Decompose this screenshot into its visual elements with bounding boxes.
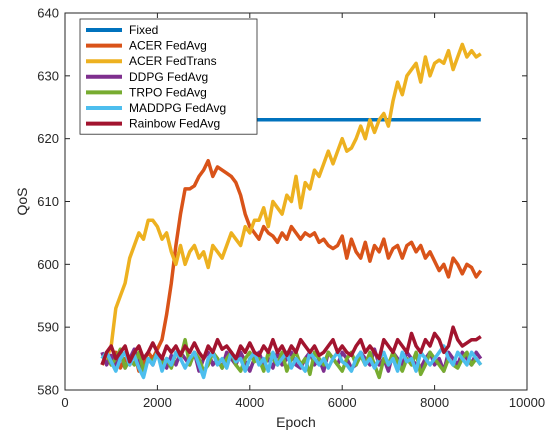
- y-axis-label: QoS: [14, 187, 30, 215]
- x-tick-label: 6000: [328, 395, 357, 410]
- y-tick-label: 630: [37, 68, 59, 83]
- legend-label-acer-fedavg: ACER FedAvg: [129, 39, 207, 53]
- y-tick-label: 600: [37, 257, 59, 272]
- y-tick-label: 640: [37, 6, 59, 21]
- y-tick-label: 620: [37, 131, 59, 146]
- series-line-rainbow-fedavg: [100, 325, 482, 366]
- x-tick-label: 4000: [235, 395, 264, 410]
- x-tick-label: 2000: [143, 395, 172, 410]
- series-line-acer-fedtrans: [100, 42, 482, 366]
- x-axis-label: Epoch: [276, 414, 316, 430]
- y-tick-label: 590: [37, 320, 59, 335]
- legend-label-rainbow-fedavg: Rainbow FedAvg: [129, 117, 220, 131]
- legend-label-ddpg-fedavg: DDPG FedAvg: [129, 70, 208, 84]
- x-tick-label: 10000: [509, 395, 545, 410]
- x-tick-label: 0: [61, 395, 68, 410]
- legend-label-trpo-fedavg: TRPO FedAvg: [129, 85, 207, 99]
- legend-label-acer-fedtrans: ACER FedTrans: [129, 54, 217, 68]
- legend-label-fixed: Fixed: [129, 23, 158, 37]
- y-tick-label: 580: [37, 383, 59, 398]
- x-tick-label: 8000: [420, 395, 449, 410]
- series-line-acer-fedavg: [100, 158, 483, 373]
- y-tick-label: 610: [37, 194, 59, 209]
- series-line-maddpg-fedavg: [100, 344, 483, 380]
- legend-label-maddpg-fedavg: MADDPG FedAvg: [129, 101, 226, 115]
